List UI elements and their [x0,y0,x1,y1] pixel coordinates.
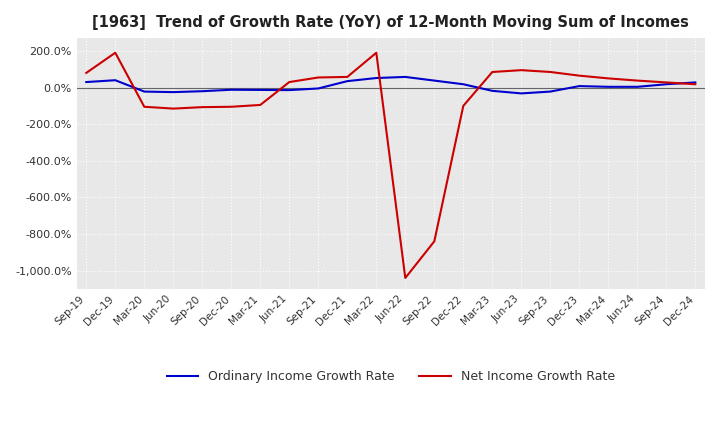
Net Income Growth Rate [691,81,700,87]
Net Income Growth Rate [343,74,351,80]
Net Income Growth Rate [488,70,497,75]
Net Income Growth Rate [111,50,120,55]
Ordinary Income Growth Rate [691,80,700,85]
Net Income Growth Rate [82,70,91,76]
Ordinary Income Growth Rate [333,81,342,86]
Ordinary Income Growth Rate [159,89,168,95]
Ordinary Income Growth Rate [401,74,410,80]
Ordinary Income Growth Rate [517,91,526,96]
Ordinary Income Growth Rate [82,79,91,84]
Net Income Growth Rate [440,194,449,199]
Net Income Growth Rate [498,69,506,74]
Line: Net Income Growth Rate: Net Income Growth Rate [86,53,696,278]
Ordinary Income Growth Rate [382,75,390,81]
Ordinary Income Growth Rate [488,88,497,93]
Title: [1963]  Trend of Growth Rate (YoY) of 12-Month Moving Sum of Incomes: [1963] Trend of Growth Rate (YoY) of 12-… [92,15,689,30]
Net Income Growth Rate [169,106,178,111]
Ordinary Income Growth Rate [478,86,487,91]
Net Income Growth Rate [401,275,410,281]
Net Income Growth Rate [391,200,400,205]
Ordinary Income Growth Rate [430,78,438,83]
Line: Ordinary Income Growth Rate: Ordinary Income Growth Rate [86,77,696,93]
Legend: Ordinary Income Growth Rate, Net Income Growth Rate: Ordinary Income Growth Rate, Net Income … [162,365,620,388]
